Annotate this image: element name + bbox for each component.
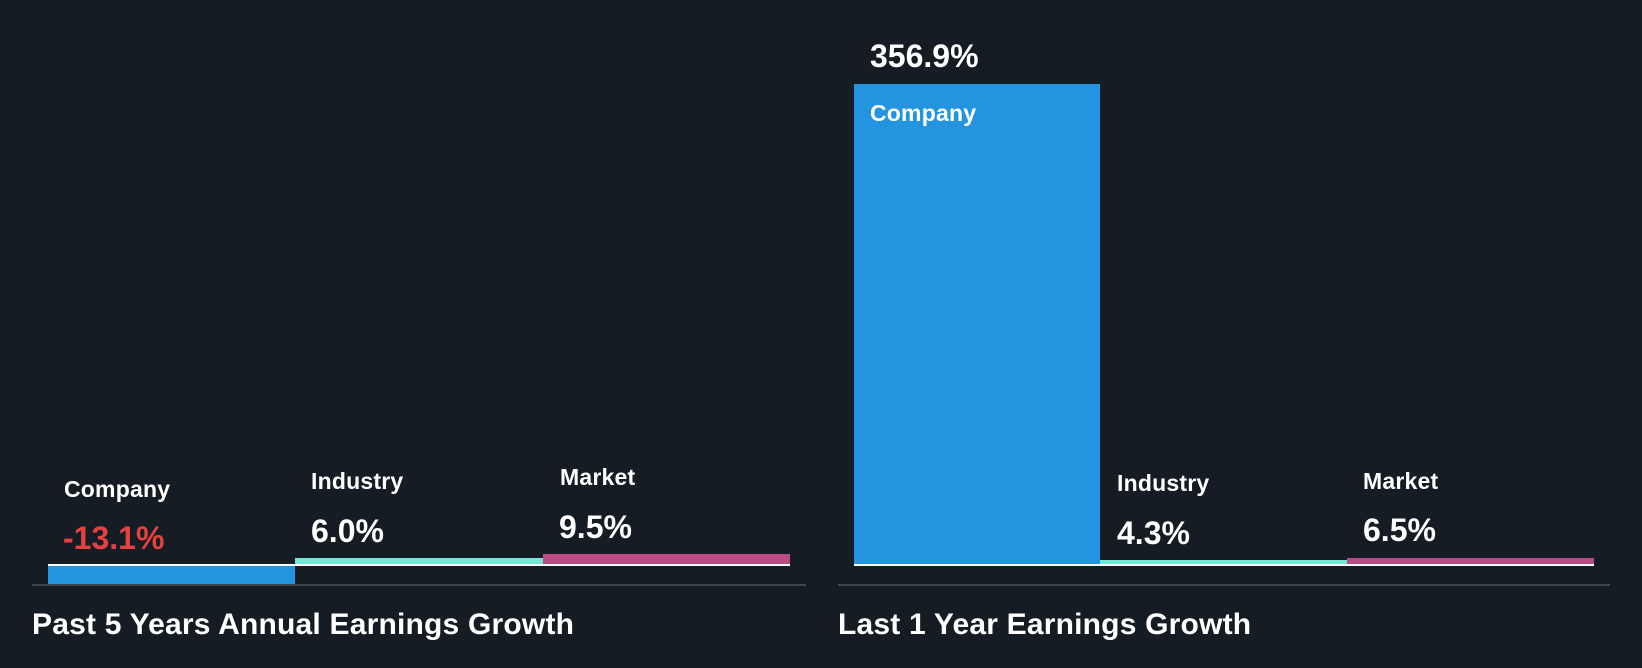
left-company-value: -13.1% bbox=[63, 520, 165, 556]
left-industry-value: 6.0% bbox=[311, 513, 384, 549]
left-axis-line bbox=[32, 584, 806, 586]
right-company-bar bbox=[854, 84, 1100, 564]
right-chart-title: Last 1 Year Earnings Growth bbox=[838, 608, 1252, 641]
right-company-label: Company bbox=[870, 100, 977, 126]
right-zero-line bbox=[854, 564, 1594, 566]
left-market-label: Market bbox=[560, 464, 636, 490]
left-market-bar bbox=[543, 554, 790, 564]
left-chart-title: Past 5 Years Annual Earnings Growth bbox=[32, 608, 575, 641]
right-industry-label: Industry bbox=[1117, 470, 1210, 496]
right-market-label: Market bbox=[1363, 468, 1439, 494]
right-market-bar bbox=[1347, 558, 1594, 564]
right-industry-value: 4.3% bbox=[1117, 515, 1190, 551]
right-market-value: 6.5% bbox=[1363, 512, 1436, 548]
left-market-value: 9.5% bbox=[559, 509, 632, 545]
right-industry-bar bbox=[1100, 560, 1347, 564]
left-zero-line bbox=[48, 564, 790, 566]
left-company-bar bbox=[48, 566, 295, 584]
right-company-value: 356.9% bbox=[870, 38, 979, 74]
left-company-label: Company bbox=[64, 476, 171, 502]
left-industry-label: Industry bbox=[311, 468, 404, 494]
right-axis-line bbox=[838, 584, 1610, 586]
left-industry-bar bbox=[295, 558, 543, 564]
